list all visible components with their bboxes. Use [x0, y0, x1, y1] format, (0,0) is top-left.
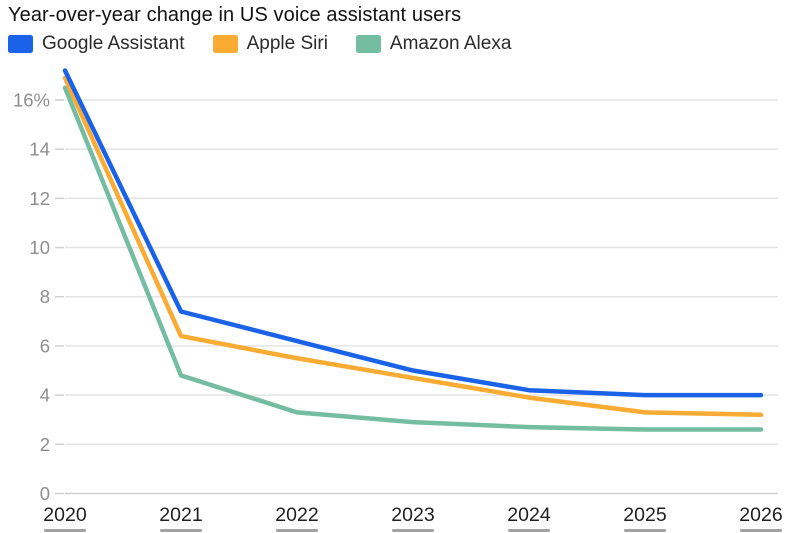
y-tick-label: 14	[29, 139, 50, 160]
x-bottom-tick	[44, 529, 86, 532]
legend-label-apple-siri: Apple Siri	[246, 33, 328, 54]
x-bottom-tick	[392, 529, 434, 532]
y-tick-label: 6	[40, 335, 50, 356]
chart-legend: Google Assistant Apple Siri Amazon Alexa	[8, 33, 511, 55]
y-tick-label: 8	[40, 286, 50, 307]
series-line-apple-siri	[62, 75, 764, 418]
y-tick-label: 0	[40, 483, 50, 504]
series-line-google-assistant	[62, 68, 764, 398]
legend-item-apple-siri: Apple Siri	[212, 33, 328, 55]
x-tick-label: 2026	[739, 504, 782, 526]
legend-swatch-google-assistant	[8, 35, 33, 53]
x-bottom-tick	[624, 529, 666, 532]
x-tick-label: 2024	[507, 504, 551, 526]
y-tick-label: 10	[29, 237, 50, 258]
x-bottom-tick	[160, 529, 202, 532]
legend-label-google-assistant: Google Assistant	[42, 33, 185, 54]
y-tick-label: 16%	[13, 89, 50, 110]
series-line-amazon-alexa	[62, 85, 764, 432]
x-tick-label: 2022	[275, 504, 318, 526]
x-bottom-tick	[276, 529, 318, 532]
x-tick-label: 2023	[391, 504, 434, 526]
x-bottom-tick	[508, 529, 550, 532]
legend-item-google-assistant: Google Assistant	[8, 33, 185, 55]
legend-swatch-amazon-alexa	[355, 35, 381, 53]
x-tick-label: 2025	[623, 504, 667, 526]
x-bottom-tick	[740, 529, 782, 532]
legend-label-amazon-alexa: Amazon Alexa	[389, 33, 512, 54]
chart-title: Year-over-year change in US voice assist…	[8, 4, 462, 26]
y-tick-label: 2	[40, 434, 50, 455]
legend-swatch-apple-siri	[212, 35, 238, 53]
x-tick-label: 2021	[159, 504, 202, 526]
legend-item-amazon-alexa: Amazon Alexa	[355, 33, 512, 55]
y-tick-label: 4	[40, 385, 50, 406]
y-tick-label: 12	[29, 188, 50, 209]
x-tick-label: 2020	[43, 504, 87, 526]
